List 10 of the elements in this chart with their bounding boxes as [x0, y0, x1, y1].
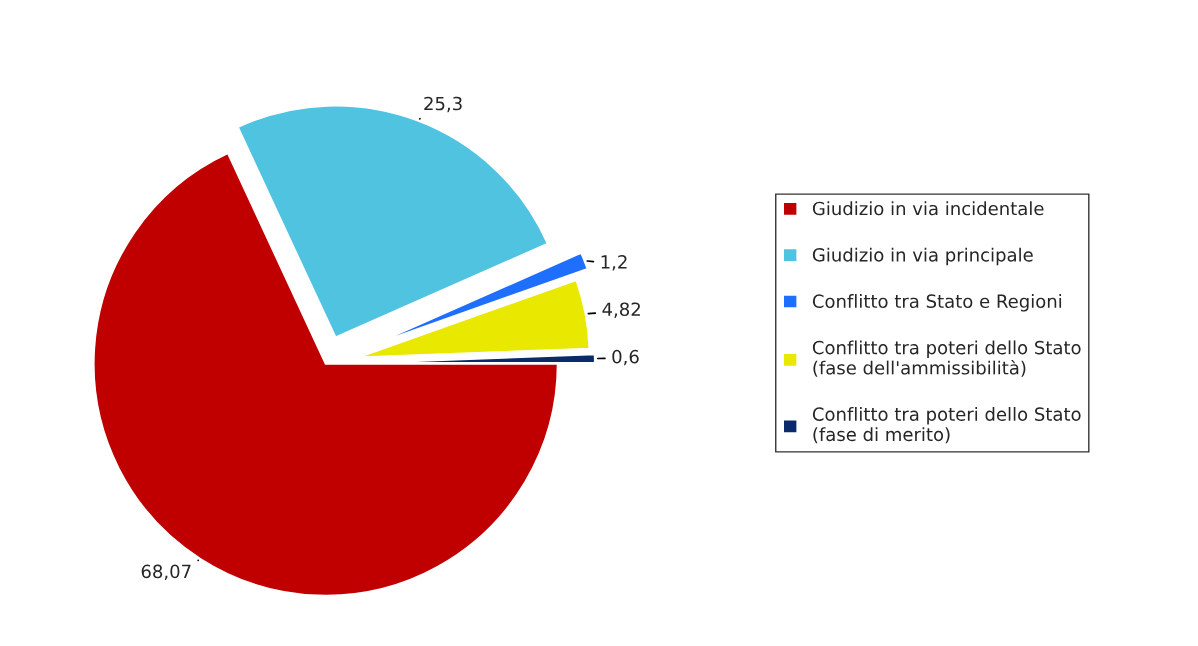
legend-label: Giudizio in via principale [812, 247, 1033, 266]
data-label: 0,6 [612, 349, 639, 366]
data-label: 25,3 [424, 96, 462, 113]
data-label: 1,2 [601, 255, 627, 271]
legend-label: Conflitto tra poteri dello Stato (fase dell'ammissibilità) [812, 340, 1081, 377]
data-label: 4,82 [602, 302, 640, 318]
data-label: 68,07 [141, 564, 191, 581]
legend-label: Conflitto tra Stato e Regioni [812, 294, 1062, 312]
legend-label: Giudizio in via incidentale [812, 201, 1044, 216]
legend-label: Conflitto tra poteri dello Stato (fase di merito) [812, 406, 1081, 444]
